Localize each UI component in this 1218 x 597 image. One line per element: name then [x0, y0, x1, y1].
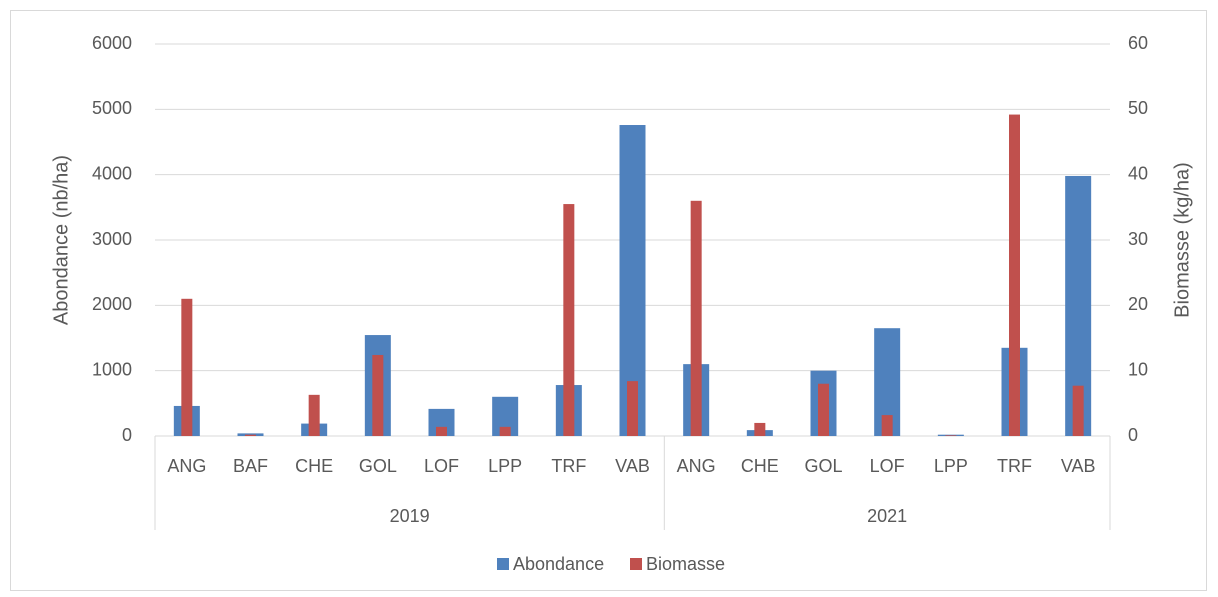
x-tick-label: CHE	[741, 456, 779, 476]
bar	[181, 298, 193, 436]
y2-tick-label: 60	[1128, 33, 1148, 53]
x-tick-label: GOL	[359, 456, 397, 476]
x-tick-label: LPP	[488, 456, 522, 476]
x-tick-label: LOF	[424, 456, 459, 476]
y2-axis-title: Biomasse (kg/ha)	[1171, 162, 1193, 318]
x-tick-label: VAB	[615, 456, 650, 476]
legend-label: Abondance	[513, 554, 604, 574]
bar	[308, 394, 320, 436]
x-tick-label: GOL	[804, 456, 842, 476]
x-tick-label: TRF	[997, 456, 1032, 476]
x-tick-label: CHE	[295, 456, 333, 476]
y2-tick-label: 20	[1128, 294, 1148, 314]
bar	[245, 434, 256, 436]
group-label: 2019	[390, 506, 430, 526]
x-tick-label: ANG	[677, 456, 716, 476]
y-tick-label: 6000	[92, 33, 132, 53]
x-tick-label: BAF	[233, 456, 268, 476]
x-tick-label: LOF	[870, 456, 905, 476]
bar	[1072, 385, 1084, 436]
bar	[690, 200, 702, 436]
legend-swatch	[497, 558, 509, 570]
y-axis-title: Abondance (nb/ha)	[50, 155, 72, 325]
x-tick-label: LPP	[934, 456, 968, 476]
y-tick-label: 1000	[92, 359, 132, 379]
bar	[1009, 114, 1020, 436]
x-tick-label: VAB	[1061, 456, 1096, 476]
y-tick-label: 5000	[92, 98, 132, 118]
bar	[881, 415, 893, 436]
y2-tick-label: 40	[1128, 163, 1148, 183]
bar	[499, 426, 511, 436]
bar	[818, 383, 829, 436]
bar	[627, 381, 638, 436]
y2-tick-label: 0	[1128, 425, 1138, 445]
y2-tick-label: 10	[1128, 359, 1148, 379]
y-tick-label: 4000	[92, 163, 132, 183]
x-tick-label: TRF	[551, 456, 586, 476]
legend-swatch	[630, 558, 642, 570]
x-tick-label: ANG	[167, 456, 206, 476]
y-tick-label: 3000	[92, 229, 132, 249]
bar	[945, 435, 957, 436]
bar	[754, 422, 766, 436]
group-label: 2021	[867, 506, 907, 526]
bar	[563, 204, 575, 436]
legend-label: Biomasse	[646, 554, 725, 574]
bar	[436, 426, 447, 436]
y-tick-label: 2000	[92, 294, 132, 314]
y-tick-label: 0	[122, 425, 132, 445]
chart-border	[10, 10, 1207, 591]
y2-tick-label: 30	[1128, 229, 1148, 249]
y2-tick-label: 50	[1128, 98, 1148, 118]
bar	[372, 354, 384, 436]
